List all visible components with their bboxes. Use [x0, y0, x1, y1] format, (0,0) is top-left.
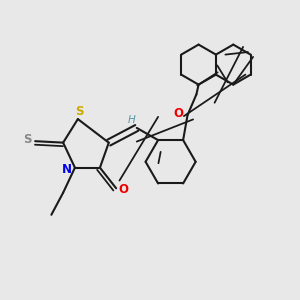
Text: S: S	[75, 105, 84, 118]
Text: S: S	[23, 133, 31, 146]
Text: H: H	[128, 115, 135, 125]
Text: O: O	[174, 107, 184, 120]
Text: O: O	[118, 183, 128, 196]
Text: N: N	[62, 163, 72, 176]
